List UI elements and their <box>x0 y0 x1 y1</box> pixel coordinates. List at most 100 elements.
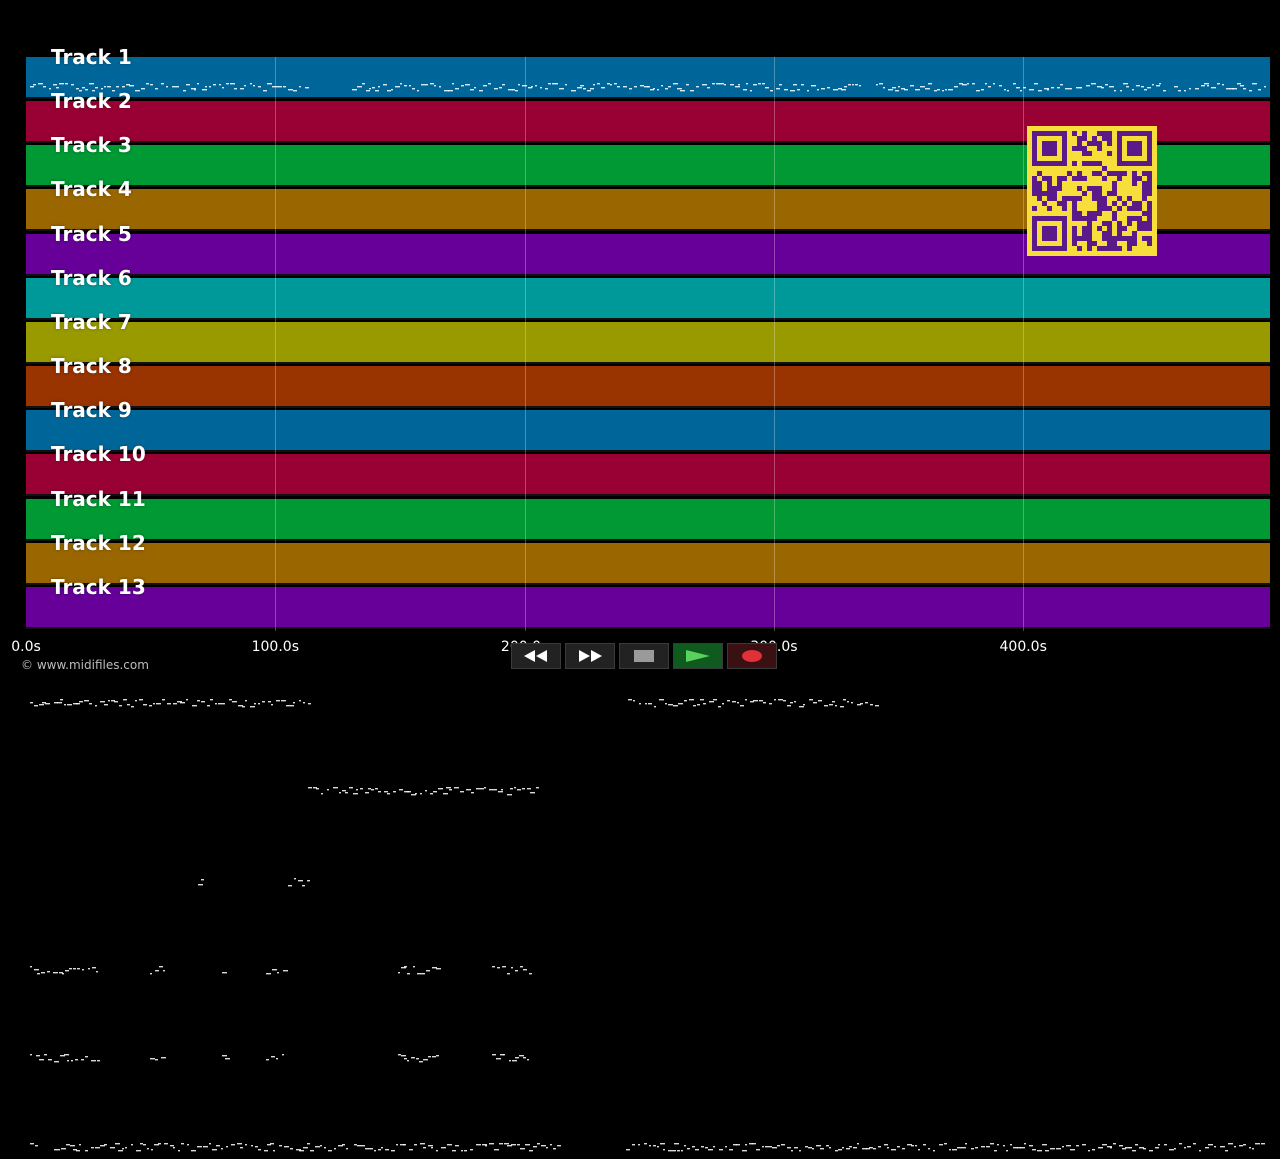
note <box>139 699 143 701</box>
note <box>803 704 805 706</box>
note <box>859 85 861 87</box>
note <box>527 1059 529 1061</box>
note <box>85 1149 88 1151</box>
note <box>1149 1149 1153 1151</box>
note <box>783 700 786 702</box>
note <box>401 967 406 969</box>
note <box>310 1149 314 1151</box>
note <box>404 85 407 87</box>
note <box>1184 90 1186 92</box>
track-lane[interactable] <box>26 586 1270 1151</box>
note <box>399 789 403 791</box>
track-lane[interactable] <box>26 277 1270 533</box>
note <box>369 88 371 90</box>
record-button[interactable] <box>727 643 777 669</box>
track-lane[interactable] <box>26 366 1270 708</box>
note <box>186 84 190 86</box>
note <box>660 1142 665 1144</box>
note <box>1252 1147 1254 1149</box>
track-lane[interactable] <box>26 454 1270 887</box>
note <box>1187 1145 1191 1147</box>
note <box>897 1145 900 1147</box>
note <box>829 1146 831 1148</box>
note <box>255 1145 258 1147</box>
note <box>407 973 410 975</box>
note <box>95 705 97 707</box>
track-lane[interactable] <box>26 321 1270 622</box>
track-lane[interactable] <box>26 498 1270 975</box>
track-label: Track 11 <box>51 486 146 511</box>
note <box>82 969 84 971</box>
note <box>762 83 765 85</box>
note <box>1020 90 1022 92</box>
transport-controls <box>511 643 777 670</box>
note <box>262 701 265 703</box>
note <box>762 1145 764 1147</box>
note <box>520 966 523 968</box>
note <box>769 703 772 705</box>
note <box>409 85 411 87</box>
note <box>851 702 853 704</box>
note <box>884 1143 888 1145</box>
note <box>244 85 246 87</box>
note <box>719 1148 723 1150</box>
note <box>870 704 873 706</box>
note <box>375 90 379 92</box>
note <box>66 1143 70 1145</box>
note <box>65 970 69 972</box>
note <box>411 794 416 796</box>
note <box>1217 83 1220 85</box>
note <box>1164 1143 1167 1145</box>
note <box>61 1147 66 1149</box>
note <box>1120 90 1122 92</box>
track-lane[interactable] <box>26 410 1270 796</box>
note <box>550 1143 552 1145</box>
rewind-button[interactable] <box>511 643 561 669</box>
note <box>718 706 721 708</box>
play-button[interactable] <box>673 643 723 669</box>
note <box>151 1148 153 1150</box>
note <box>817 89 819 91</box>
note <box>222 87 224 89</box>
note <box>91 1146 94 1148</box>
note <box>316 788 319 790</box>
note <box>531 86 533 88</box>
note <box>697 704 700 706</box>
note <box>1261 1142 1265 1144</box>
note <box>1102 1143 1107 1145</box>
note <box>416 1058 419 1060</box>
note <box>431 1146 433 1148</box>
note <box>135 700 137 702</box>
note <box>238 705 243 707</box>
note <box>514 787 516 789</box>
note <box>284 1145 289 1147</box>
note <box>952 1148 957 1150</box>
note <box>360 1144 365 1146</box>
note <box>84 700 89 702</box>
note <box>107 86 111 88</box>
note <box>750 701 754 703</box>
note <box>883 87 885 89</box>
note <box>1184 1146 1186 1148</box>
note <box>150 973 152 975</box>
note <box>733 1143 737 1145</box>
note <box>303 702 305 704</box>
piano-roll[interactable] <box>26 57 1270 1151</box>
note <box>110 1146 115 1148</box>
note <box>975 1146 978 1148</box>
note <box>1082 1143 1086 1145</box>
note <box>523 969 527 971</box>
note <box>632 1143 635 1145</box>
note <box>201 878 204 881</box>
note <box>283 86 286 88</box>
note <box>1193 1142 1196 1144</box>
track-lane[interactable] <box>26 542 1270 1063</box>
fast-forward-button[interactable] <box>565 643 615 669</box>
stop-button[interactable] <box>619 643 669 669</box>
note <box>387 793 390 795</box>
note <box>614 83 617 85</box>
stop-icon <box>634 650 654 662</box>
track-lane[interactable] <box>26 57 1270 99</box>
note <box>155 88 158 90</box>
note <box>580 85 584 87</box>
